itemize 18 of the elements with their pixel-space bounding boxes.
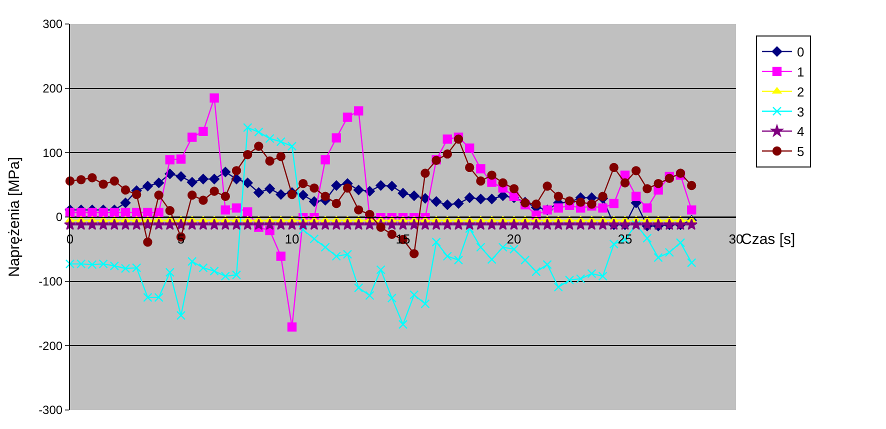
x-tick-label: 30 <box>728 232 744 247</box>
y-axis-title: Naprężenia [MPa] <box>6 156 23 278</box>
legend-label: 1 <box>796 64 804 80</box>
legend-label: 4 <box>796 124 804 140</box>
y-tick-label: 100 <box>42 146 63 160</box>
legend-label: 0 <box>796 44 804 60</box>
legend-label: 2 <box>796 84 804 100</box>
y-tick-label: -200 <box>38 338 63 353</box>
y-tick-label: 300 <box>42 17 63 32</box>
y-tick-label: 200 <box>42 82 63 96</box>
x-tick-label: 20 <box>506 232 522 247</box>
y-tick-label: -100 <box>38 274 63 289</box>
legend-label: 5 <box>796 144 804 160</box>
legend-label: 3 <box>796 104 804 120</box>
x-axis-title: Czas [s] <box>741 231 796 248</box>
y-tick-label: -300 <box>38 403 63 418</box>
x-tick-label: 10 <box>284 232 300 247</box>
y-tick-label: 0 <box>56 210 63 224</box>
